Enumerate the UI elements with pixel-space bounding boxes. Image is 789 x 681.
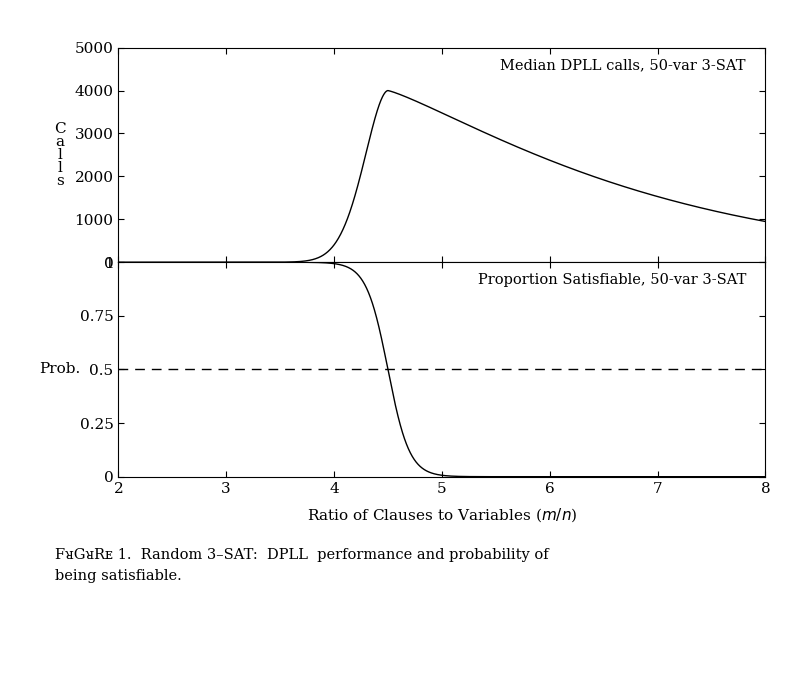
X-axis label: Ratio of Clauses to Variables ($m/n$): Ratio of Clauses to Variables ($m/n$) xyxy=(307,507,577,524)
Y-axis label: C
a
l
l
s: C a l l s xyxy=(54,122,66,188)
Text: Median DPLL calls, 50-var 3-SAT: Median DPLL calls, 50-var 3-SAT xyxy=(500,59,746,72)
Text: Proportion Satisfiable, 50-var 3-SAT: Proportion Satisfiable, 50-var 3-SAT xyxy=(477,273,746,287)
Y-axis label: Prob.: Prob. xyxy=(39,362,80,377)
Text: FᴚGᴚRᴇ 1.  Random 3–SAT:  DPLL  performance and probability of
being satisfiable: FᴚGᴚRᴇ 1. Random 3–SAT: DPLL performance… xyxy=(55,548,549,583)
